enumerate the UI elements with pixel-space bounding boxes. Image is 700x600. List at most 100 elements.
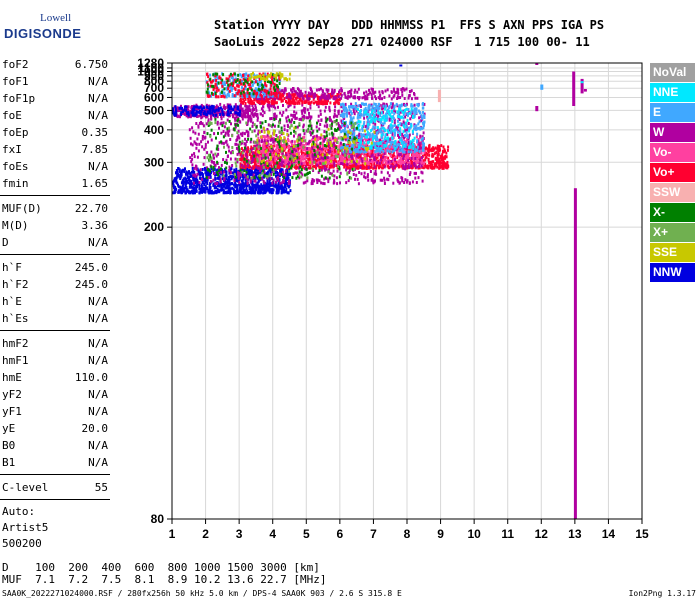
echo-point — [315, 139, 318, 143]
echo-point — [204, 184, 207, 188]
echo-point — [382, 106, 385, 110]
echo-point — [308, 171, 311, 175]
echo-point — [340, 143, 343, 147]
echo-point — [413, 144, 415, 148]
echo-point — [397, 115, 400, 118]
echo-point — [265, 186, 267, 190]
echo-point — [355, 150, 358, 153]
echo-point — [302, 148, 304, 151]
echo-point — [445, 155, 448, 159]
echo-point — [293, 150, 296, 154]
echo-point — [394, 158, 396, 162]
echo-point — [249, 140, 252, 144]
echo-point — [241, 173, 244, 177]
echo-point — [349, 105, 352, 109]
echo-point — [253, 129, 256, 133]
echo-point — [364, 150, 367, 153]
echo-point — [290, 113, 293, 117]
echo-point — [315, 149, 318, 153]
echo-point — [379, 146, 382, 150]
echo-point — [307, 166, 310, 170]
echo-point — [384, 114, 387, 118]
echo-point — [193, 166, 196, 170]
echo-point — [295, 166, 298, 170]
echo-point — [330, 159, 333, 163]
echo-point — [352, 146, 354, 149]
echo-point — [337, 112, 340, 116]
echo-point — [302, 136, 305, 140]
echo-point — [237, 123, 239, 127]
echo-point — [406, 119, 409, 122]
echo-point — [215, 186, 218, 190]
echo-point — [352, 107, 355, 111]
echo-point — [287, 177, 290, 181]
echo-point — [427, 150, 430, 154]
echo-point — [359, 150, 362, 154]
echo-point — [390, 123, 393, 127]
echo-point — [316, 178, 319, 182]
echo-point — [303, 109, 306, 113]
echo-point — [417, 149, 420, 153]
echo-point — [269, 177, 272, 181]
echo-point — [323, 167, 326, 170]
echo-point — [352, 140, 355, 144]
echo-point — [325, 136, 328, 139]
echo-point — [212, 178, 215, 182]
echo-point — [413, 124, 416, 128]
echo-point — [339, 181, 341, 185]
echo-point — [266, 188, 269, 192]
echo-point — [339, 148, 342, 152]
echo-point — [255, 174, 258, 178]
echo-point — [397, 143, 400, 147]
echo-point — [206, 156, 209, 160]
echo-point — [258, 158, 261, 161]
echo-point — [405, 166, 408, 170]
echo-point — [402, 116, 405, 120]
echo-point — [282, 154, 285, 158]
echo-point — [369, 113, 372, 117]
echo-point — [365, 166, 368, 170]
echo-point — [429, 165, 432, 169]
echo-point — [173, 191, 176, 195]
echo-point — [308, 111, 310, 115]
echo-point — [400, 164, 403, 168]
echo-point — [432, 148, 435, 152]
echo-point — [173, 178, 176, 182]
echo-point — [375, 117, 378, 121]
echo-point — [189, 182, 191, 186]
echo-point — [288, 147, 291, 151]
echo-point — [222, 135, 225, 139]
echo-point — [326, 156, 329, 159]
echo-point — [263, 156, 265, 160]
echo-point — [276, 161, 279, 165]
echo-point — [352, 105, 355, 108]
echo-point — [390, 162, 393, 166]
echo-point — [338, 144, 341, 148]
echo-point — [216, 188, 219, 191]
param-value: 245.0 — [74, 261, 108, 274]
echo-point — [442, 145, 445, 149]
echo-point — [403, 181, 406, 184]
echo-point — [375, 142, 378, 145]
echo-point — [172, 191, 175, 195]
echo-point — [294, 171, 297, 175]
echo-point — [352, 164, 355, 168]
echo-point — [215, 136, 217, 140]
echo-point — [260, 183, 263, 187]
echo-point — [194, 131, 197, 135]
echo-point — [419, 134, 422, 138]
echo-point — [441, 153, 444, 157]
echo-point — [245, 187, 248, 190]
echo-point — [309, 130, 312, 134]
echo-point — [278, 139, 281, 143]
echo-point — [231, 134, 234, 138]
echo-point — [440, 144, 443, 148]
echo-point — [352, 116, 355, 120]
echo-point — [363, 116, 366, 120]
echo-point — [251, 104, 254, 107]
echo-point — [269, 124, 272, 128]
echo-point — [337, 109, 340, 113]
echo-point — [298, 145, 301, 149]
echo-point — [413, 136, 416, 140]
echo-point — [411, 115, 414, 119]
